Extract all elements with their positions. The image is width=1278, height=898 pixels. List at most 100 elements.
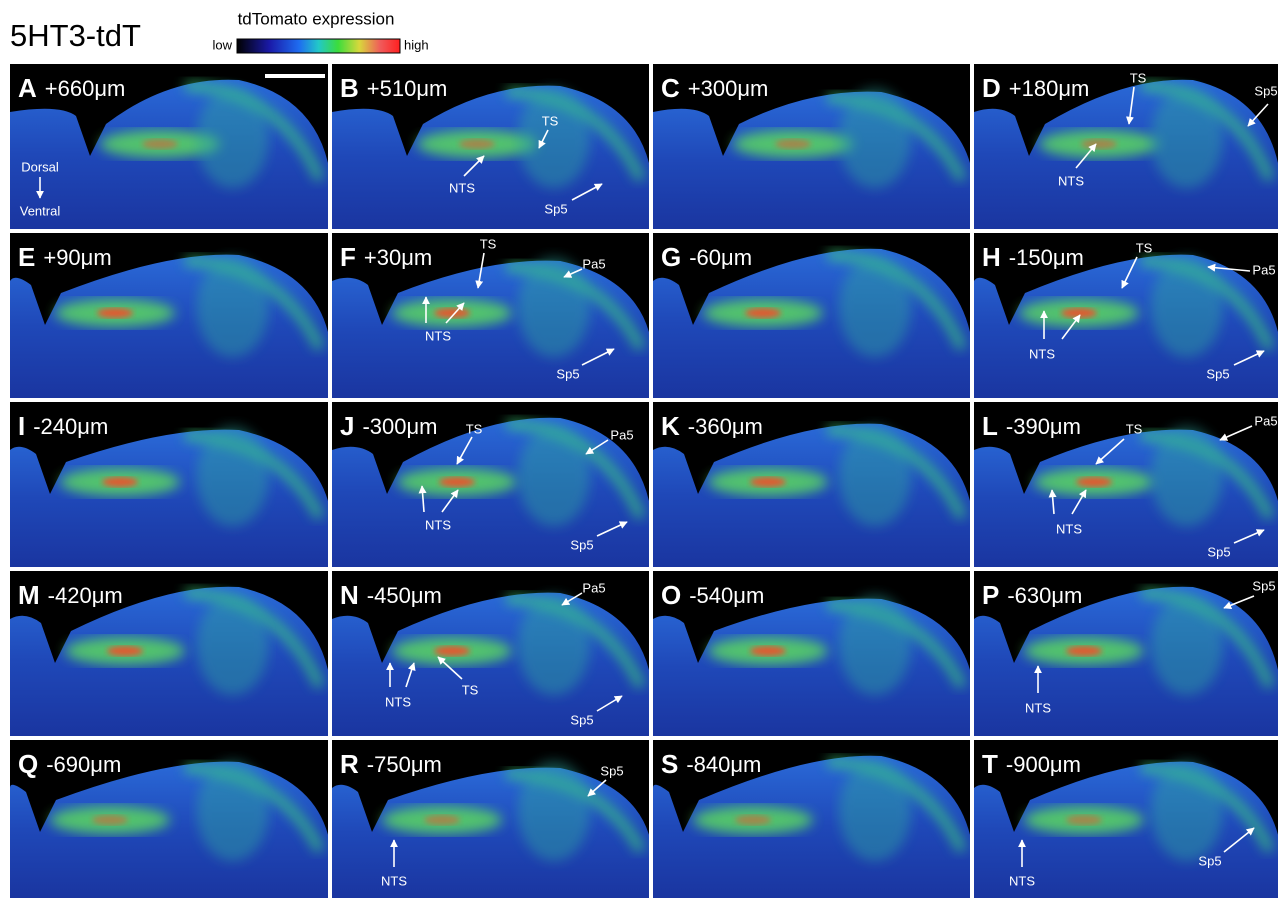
figure-title: 5HT3-tdT (10, 18, 141, 53)
panel-letter: F (340, 242, 356, 272)
signal (197, 426, 269, 526)
panel: R-750μmSp5NTS (332, 740, 649, 898)
panel-position: -900μm (1006, 752, 1081, 777)
signal-peak (102, 477, 138, 487)
panel: I-240μm (10, 402, 328, 567)
annotation: Sp5 (570, 537, 593, 552)
panel: G-60μm (653, 233, 970, 398)
panel-letter: A (18, 73, 37, 103)
annotation: Sp5 (1207, 544, 1230, 559)
signal (197, 257, 269, 357)
panel-label: B+510μm (340, 73, 447, 103)
colorbar (237, 39, 400, 53)
panel: P-630μm Sp5 NTS (974, 571, 1278, 736)
annotation: TS (462, 682, 479, 697)
panel-grid: A+660μmDorsalVentralB+510μmTSNTSSp5C+300… (10, 64, 1278, 898)
signal-peak (439, 477, 475, 487)
annotation: TS (1126, 421, 1143, 436)
signal-peak (1066, 815, 1102, 825)
signal-peak (434, 646, 470, 656)
panel-letter: C (661, 73, 680, 103)
annotation: NTS (449, 180, 475, 195)
annotation: Sp5 (1206, 366, 1229, 381)
panel-letter: M (18, 580, 40, 610)
signal (197, 88, 269, 188)
signal-peak (107, 646, 143, 656)
annotation: NTS (1025, 700, 1051, 715)
signal (1151, 257, 1223, 357)
panel-position: -840μm (686, 752, 761, 777)
panel-letter: D (982, 73, 1001, 103)
signal-peak (750, 477, 786, 487)
annotation: NTS (1009, 873, 1035, 888)
panel-label: G-60μm (661, 242, 752, 272)
panel-letter: N (340, 580, 359, 610)
signal (1151, 595, 1223, 695)
panel-label: A+660μm (18, 73, 125, 103)
panel: J-300μmTSPa5NTSSp5 (332, 402, 649, 567)
panel-label: P-630μm (982, 580, 1082, 610)
signal-peak (1081, 139, 1117, 149)
annotation: Pa5 (610, 427, 633, 442)
annotation: NTS (381, 873, 407, 888)
panel-label: D +180μm (982, 73, 1089, 103)
signal (1151, 88, 1223, 188)
annotation: Sp5 (1198, 853, 1221, 868)
signal (839, 595, 911, 695)
panel: S -840μm (653, 740, 970, 898)
annotation: Pa5 (1254, 413, 1277, 428)
annotation: NTS (385, 694, 411, 709)
annotation: TS (1130, 70, 1147, 85)
panel: C +300μm (653, 64, 970, 229)
tissue (653, 92, 970, 229)
annotation: Sp5 (544, 201, 567, 216)
panel-position: -690μm (46, 752, 121, 777)
panel-label: H-150μm (982, 242, 1084, 272)
panel-label: L-390μm (982, 411, 1081, 441)
panel: O -540μm (653, 571, 970, 736)
panel-position: +300μm (688, 76, 769, 101)
signal-peak (1076, 477, 1112, 487)
legend-title: tdTomato expression (238, 9, 395, 28)
signal-peak (97, 308, 133, 318)
annotation: Pa5 (582, 256, 605, 271)
panel-letter: B (340, 73, 359, 103)
panel-position: -750μm (367, 752, 442, 777)
annotation: Sp5 (1252, 578, 1275, 593)
signal-peak (92, 815, 128, 825)
panel-letter: O (661, 580, 681, 610)
annotation: NTS (425, 328, 451, 343)
annotation: Ventral (20, 203, 61, 218)
panel-letter: H (982, 242, 1001, 272)
signal (839, 761, 911, 861)
panel-position: -240μm (33, 414, 108, 439)
signal-peak (775, 139, 811, 149)
annotation: NTS (1058, 173, 1084, 188)
panel-position: -540μm (689, 583, 764, 608)
legend-low: low (212, 37, 232, 52)
panel-label: K-360μm (661, 411, 763, 441)
signal (518, 88, 590, 188)
panel: K-360μm (653, 402, 970, 567)
signal-peak (424, 815, 460, 825)
signal-peak (142, 139, 178, 149)
signal-peak (735, 815, 771, 825)
annotation: NTS (1056, 521, 1082, 536)
signal-peak (1066, 646, 1102, 656)
signal (1151, 426, 1223, 526)
panel-position: +30μm (364, 245, 432, 270)
panel-position: +180μm (1009, 76, 1090, 101)
panel-label: O -540μm (661, 580, 764, 610)
signal-peak (750, 646, 786, 656)
annotation: Sp5 (556, 366, 579, 381)
panel-letter: S (661, 749, 678, 779)
panel-label: E+90μm (18, 242, 112, 272)
panel: Q-690μm (10, 740, 328, 898)
panel-label: M-420μm (18, 580, 123, 610)
signal (518, 426, 590, 526)
panel: D+180μmTSNTSSp5 (974, 64, 1278, 229)
annotation: Pa5 (582, 580, 605, 595)
